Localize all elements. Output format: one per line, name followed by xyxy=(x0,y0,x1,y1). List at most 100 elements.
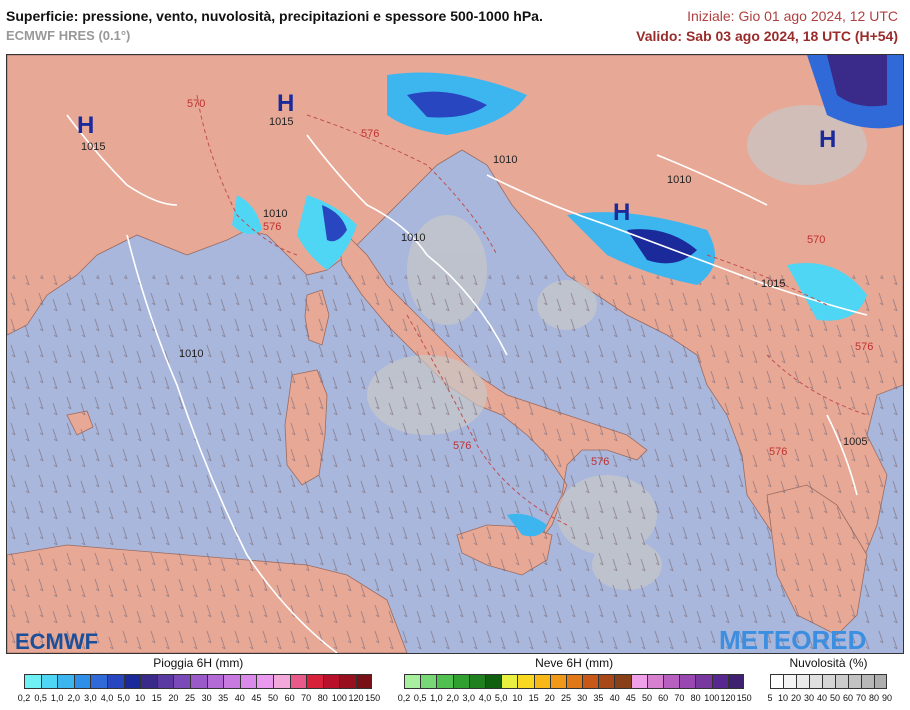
snow-tick-label: 3,0 xyxy=(462,693,476,703)
rain-swatch xyxy=(206,674,224,689)
isobar-label: 1005 xyxy=(843,436,867,448)
rain-swatch xyxy=(272,674,290,689)
valid-time: Valido: Sab 03 ago 2024, 18 UTC (H+54) xyxy=(636,28,898,44)
thickness-label: 576 xyxy=(453,440,471,452)
thickness-label: 576 xyxy=(769,446,787,458)
wind-barbs xyxy=(7,275,903,653)
rain-tick-label: 35 xyxy=(218,693,229,703)
snow-tick-label: 45 xyxy=(625,693,636,703)
snow-swatch xyxy=(582,674,599,689)
snow-swatch xyxy=(484,674,502,689)
cloud-swatch xyxy=(783,674,796,689)
snow-swatch xyxy=(727,674,744,689)
rain-swatch xyxy=(339,674,356,689)
isobar-label: 1010 xyxy=(401,232,425,244)
rain-tick-label: 20 xyxy=(168,693,179,703)
rain-swatch xyxy=(57,674,74,689)
snow-swatch xyxy=(549,674,566,689)
snow-tick-label: 0,2 xyxy=(397,693,411,703)
isobar-label: 1010 xyxy=(179,348,203,360)
isobar-label: 1010 xyxy=(263,208,287,220)
rain-tick-label: 120 xyxy=(348,693,364,703)
rain-tick-label: 5,0 xyxy=(117,693,130,703)
header-left: Superficie: pressione, vento, nuvolosità… xyxy=(6,8,543,43)
map-canvas: H H H H 1015 1015 1010 1010 1010 1010 10… xyxy=(7,55,903,653)
thickness-label: 576 xyxy=(263,221,281,233)
weather-map[interactable]: H H H H 1015 1015 1010 1010 1010 1010 10… xyxy=(6,54,904,654)
cloud-color-bar xyxy=(770,674,887,691)
snow-swatch xyxy=(452,674,469,689)
cloud-tick-label: 40 xyxy=(816,693,828,703)
rain-tick-label: 4,0 xyxy=(100,693,114,703)
snow-swatch xyxy=(468,674,485,689)
high-pressure-2: H xyxy=(277,90,294,117)
snow-tick-label: 5,0 xyxy=(494,693,508,703)
rain-swatch xyxy=(239,674,257,689)
snow-swatch xyxy=(614,674,631,689)
snow-swatch xyxy=(533,674,550,689)
rain-swatch xyxy=(40,674,58,689)
rain-tick-label: 150 xyxy=(365,693,381,703)
snow-tick-label: 100 xyxy=(704,693,720,703)
rain-tick-label: 2,0 xyxy=(67,693,81,703)
cloud-tick-label: 50 xyxy=(829,693,841,703)
rain-swatch xyxy=(140,674,157,689)
cloud-swatch xyxy=(861,674,874,689)
cloud-tick-label: 60 xyxy=(842,693,854,703)
snow-tick-label: 20 xyxy=(544,693,555,703)
isobar-label: 1010 xyxy=(667,174,691,186)
rain-tick-label: 15 xyxy=(151,693,162,703)
rain-ticks: 0,2 0,5 1,0 2,0 3,0 4,0 5,0 10 15 20 25 30 35 40 45 50 6… xyxy=(18,693,380,705)
rain-tick-label: 25 xyxy=(184,693,196,703)
snow-tick-label: 30 xyxy=(577,693,588,703)
isobar-label: 1015 xyxy=(269,116,293,128)
rain-tick-label: 100 xyxy=(331,693,347,703)
rain-tick-label: 3,0 xyxy=(84,693,97,703)
rain-tick-label: 60 xyxy=(284,693,295,703)
snow-swatch xyxy=(436,674,453,689)
snow-swatch xyxy=(517,674,534,689)
cloud-legend-title: Nuvolosità (%) xyxy=(789,656,868,670)
cloud-tick-label: 10 xyxy=(777,693,789,703)
rain-swatch xyxy=(156,674,174,689)
snow-swatch xyxy=(420,674,437,689)
snow-tick-label: 25 xyxy=(560,693,572,703)
rain-swatch xyxy=(90,674,107,689)
cloud-tick-label: 30 xyxy=(803,693,815,703)
header-right: Iniziale: Gio 01 ago 2024, 12 UTC Valido… xyxy=(636,8,898,44)
rain-tick-label: 70 xyxy=(301,693,312,703)
cloud-tick-label: 90 xyxy=(881,693,893,703)
cloud-legend: Nuvolosità (%) 5 10 20 30 40 50 60 70 80 90 xyxy=(767,656,892,705)
snow-swatch xyxy=(646,674,663,689)
cloud-swatch xyxy=(822,674,835,689)
isobar-label: 1010 xyxy=(493,154,517,166)
snow-tick-label: 40 xyxy=(609,693,620,703)
rain-swatch xyxy=(173,674,190,689)
rain-tick-label: 45 xyxy=(251,693,262,703)
init-time: Iniziale: Gio 01 ago 2024, 12 UTC xyxy=(687,8,898,24)
rain-tick-label: 50 xyxy=(267,693,279,703)
rain-swatch xyxy=(24,674,41,689)
rain-swatch xyxy=(322,674,340,689)
snow-swatch xyxy=(663,674,680,689)
snow-swatch xyxy=(565,674,583,689)
thickness-label: 576 xyxy=(855,341,873,353)
snow-tick-label: 10 xyxy=(512,693,523,703)
rain-tick-label: 40 xyxy=(234,693,245,703)
cloud-ticks: 5 10 20 30 40 50 60 70 80 90 xyxy=(767,693,892,705)
snow-legend-title: Neve 6H (mm) xyxy=(535,656,614,670)
snow-tick-label: 35 xyxy=(593,693,604,703)
snow-tick-label: 15 xyxy=(528,693,539,703)
rain-color-bar xyxy=(24,674,373,691)
rain-tick-label: 1,0 xyxy=(50,693,64,703)
snow-legend: Neve 6H (mm) 0,2 0,5 1,0 2,0 3,0 4,0 5,0 10 15 20… xyxy=(398,656,752,705)
model-label: ECMWF HRES (0.1°) xyxy=(6,28,131,43)
rain-tick-label: 30 xyxy=(201,693,212,703)
cloud-swatch xyxy=(770,674,783,689)
snow-swatch xyxy=(695,674,712,689)
snow-tick-label: 60 xyxy=(658,693,669,703)
rain-swatch xyxy=(73,674,91,689)
cloud-swatch xyxy=(809,674,822,689)
cloud-tick-label: 20 xyxy=(790,693,802,703)
snow-tick-label: 70 xyxy=(674,693,685,703)
